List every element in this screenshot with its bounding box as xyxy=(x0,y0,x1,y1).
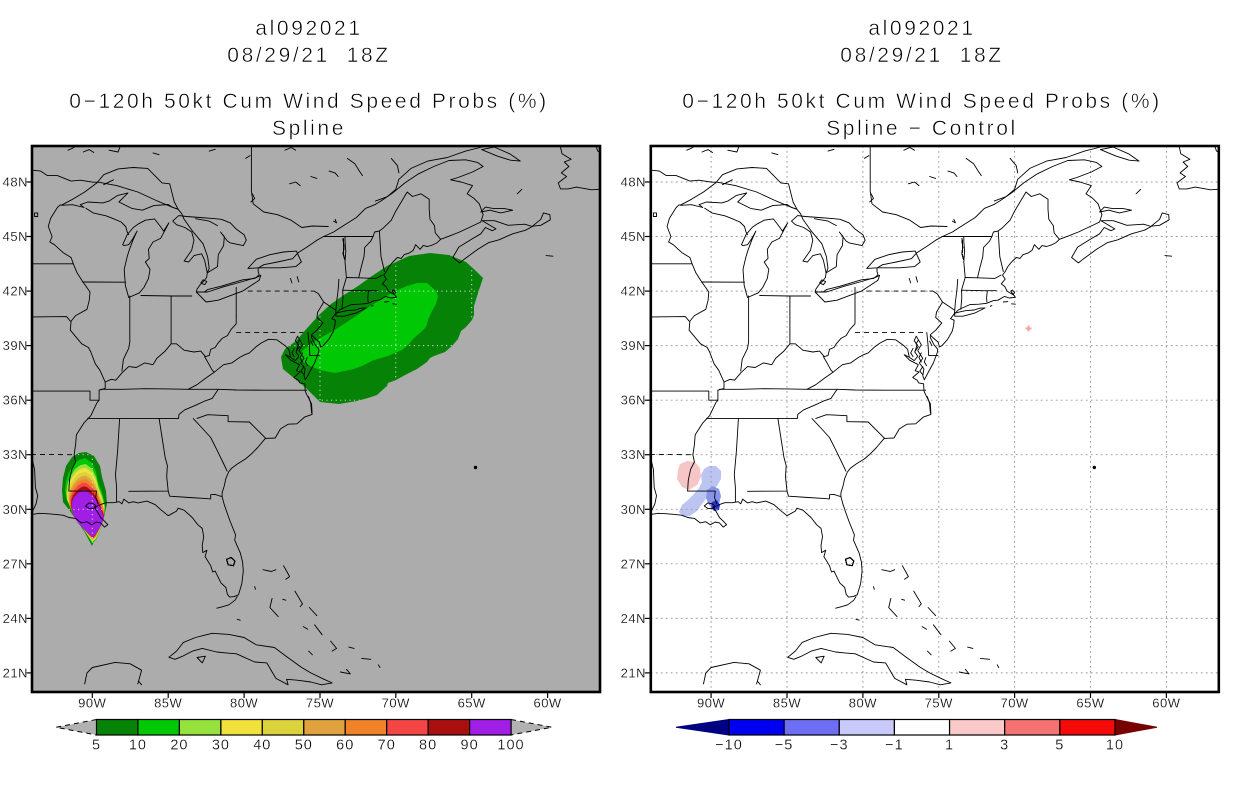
svg-text:36N: 36N xyxy=(621,393,646,408)
svg-text:45N: 45N xyxy=(3,229,28,244)
svg-text:1: 1 xyxy=(945,738,954,754)
svg-text:75W: 75W xyxy=(306,696,334,711)
svg-text:27N: 27N xyxy=(621,556,646,571)
svg-text:45N: 45N xyxy=(621,229,646,244)
svg-text:85W: 85W xyxy=(154,696,182,711)
svg-text:90W: 90W xyxy=(78,696,106,711)
svg-text:−3: −3 xyxy=(830,738,849,754)
svg-text:10: 10 xyxy=(1106,738,1124,754)
svg-text:33N: 33N xyxy=(3,447,28,462)
svg-text:33N: 33N xyxy=(621,447,646,462)
svg-text:−5: −5 xyxy=(775,738,794,754)
svg-text:al092021: al092021 xyxy=(255,17,362,40)
svg-text:08/29/21 18Z: 08/29/21 18Z xyxy=(227,44,390,67)
svg-text:60W: 60W xyxy=(1152,696,1180,711)
svg-text:70W: 70W xyxy=(1000,696,1028,711)
svg-text:21N: 21N xyxy=(621,665,646,680)
svg-text:30: 30 xyxy=(212,738,230,754)
svg-text:40: 40 xyxy=(253,738,271,754)
svg-text:80W: 80W xyxy=(230,696,258,711)
svg-text:Spline − Control: Spline − Control xyxy=(826,117,1018,140)
svg-text:100: 100 xyxy=(497,738,524,754)
svg-text:24N: 24N xyxy=(621,611,646,626)
svg-text:08/29/21 18Z: 08/29/21 18Z xyxy=(840,44,1003,67)
svg-text:75W: 75W xyxy=(925,696,953,711)
svg-text:65W: 65W xyxy=(458,696,486,711)
svg-text:80W: 80W xyxy=(849,696,877,711)
svg-text:Spline: Spline xyxy=(272,117,346,140)
svg-text:60W: 60W xyxy=(533,696,561,711)
svg-text:85W: 85W xyxy=(773,696,801,711)
svg-text:90W: 90W xyxy=(697,696,725,711)
svg-text:60: 60 xyxy=(336,738,354,754)
svg-text:30N: 30N xyxy=(621,502,646,517)
svg-text:24N: 24N xyxy=(3,611,28,626)
svg-text:0−120h 50kt Cum Wind Speed Pro: 0−120h 50kt Cum Wind Speed Probs (%) xyxy=(69,90,548,113)
svg-text:36N: 36N xyxy=(3,393,28,408)
svg-text:42N: 42N xyxy=(621,284,646,299)
svg-text:65W: 65W xyxy=(1076,696,1104,711)
svg-text:27N: 27N xyxy=(3,556,28,571)
svg-text:70W: 70W xyxy=(382,696,410,711)
svg-text:70: 70 xyxy=(378,738,396,754)
svg-text:5: 5 xyxy=(1055,738,1064,754)
svg-text:39N: 39N xyxy=(3,338,28,353)
svg-text:20: 20 xyxy=(170,738,188,754)
svg-text:−10: −10 xyxy=(715,738,743,754)
svg-text:48N: 48N xyxy=(621,175,646,190)
svg-text:50: 50 xyxy=(295,738,313,754)
svg-text:10: 10 xyxy=(129,738,147,754)
svg-text:3: 3 xyxy=(1000,738,1009,754)
svg-text:5: 5 xyxy=(92,738,101,754)
svg-text:42N: 42N xyxy=(3,284,28,299)
svg-text:80: 80 xyxy=(419,738,437,754)
svg-text:−1: −1 xyxy=(885,738,904,754)
svg-text:30N: 30N xyxy=(3,502,28,517)
svg-text:39N: 39N xyxy=(621,338,646,353)
svg-text:48N: 48N xyxy=(3,175,28,190)
svg-text:0−120h 50kt Cum Wind Speed Pro: 0−120h 50kt Cum Wind Speed Probs (%) xyxy=(682,90,1161,113)
svg-text:21N: 21N xyxy=(3,665,28,680)
svg-text:90: 90 xyxy=(461,738,479,754)
svg-text:al092021: al092021 xyxy=(868,17,975,40)
